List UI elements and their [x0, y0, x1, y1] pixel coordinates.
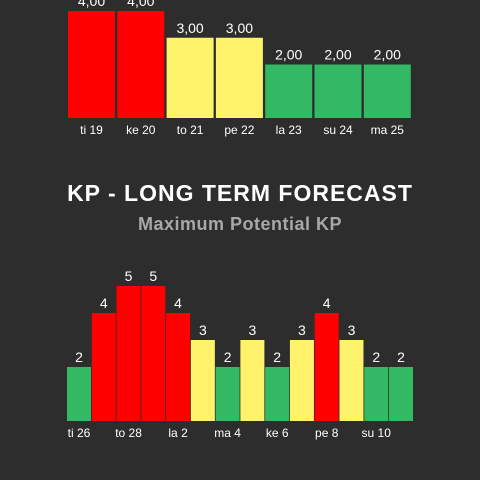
- tick-label-pe-22: pe 22: [224, 123, 254, 137]
- tick-label-ma-25: ma 25: [371, 123, 405, 137]
- value-label-ma-11: 2: [397, 349, 405, 365]
- value-label-to-21: 3,00: [176, 20, 203, 36]
- bar-pe-22: [215, 37, 263, 118]
- value-label-la-2: 4: [174, 295, 182, 311]
- tick-label-to-21: to 21: [177, 123, 204, 137]
- tick-label-ke-6: ke 6: [266, 426, 289, 440]
- tick-label-ti-26: ti 26: [68, 426, 91, 440]
- value-label-ti-5: 3: [248, 322, 256, 338]
- bar-to-7: [289, 340, 314, 421]
- value-label-pe-8: 4: [323, 295, 331, 311]
- bar-ma-11: [389, 367, 414, 421]
- value-label-ti-26: 2: [75, 349, 83, 365]
- tick-label-ke-20: ke 20: [126, 123, 156, 137]
- value-label-ma-25: 2,00: [374, 47, 401, 63]
- bar-pe-8: [314, 313, 339, 421]
- bar-pe-29: [141, 286, 166, 421]
- value-label-ti-19: 4,00: [78, 0, 105, 9]
- bar-to-28: [116, 286, 141, 421]
- bar-ti-19: [68, 11, 115, 118]
- value-label-ke-20: 4,00: [127, 0, 154, 9]
- bar-su-24: [314, 64, 362, 118]
- bar-la-2: [166, 313, 191, 421]
- long-term-forecast-subtitle: Maximum Potential KP: [137, 214, 343, 234]
- value-label-su-10: 2: [372, 349, 380, 365]
- tick-label-su-24: su 24: [323, 123, 353, 137]
- value-label-su-24: 2,00: [324, 47, 351, 63]
- tick-label-su-10: su 10: [362, 426, 392, 440]
- bar-ma-4: [215, 367, 240, 421]
- tick-label-la-23: la 23: [276, 123, 302, 137]
- value-label-ma-4: 2: [224, 349, 232, 365]
- bar-la-23: [265, 64, 313, 118]
- bar-ke-6: [265, 367, 290, 421]
- value-label-ke-27: 4: [100, 295, 108, 311]
- tick-label-ma-4: ma 4: [214, 426, 241, 440]
- value-label-la-23: 2,00: [275, 47, 302, 63]
- bar-su-10: [364, 367, 389, 421]
- bar-la-9: [339, 340, 364, 421]
- tick-label-to-28: to 28: [115, 426, 142, 440]
- tick-label-ti-19: ti 19: [80, 123, 103, 137]
- tick-label-la-2: la 2: [168, 426, 188, 440]
- bar-ti-5: [240, 340, 265, 421]
- bar-ke-20: [117, 11, 165, 118]
- long-term-forecast-title: KP - LONG TERM FORECAST: [67, 180, 413, 206]
- value-label-su-3: 3: [199, 322, 207, 338]
- bar-ti-26: [67, 367, 91, 421]
- bar-su-3: [190, 340, 215, 421]
- value-label-pe-29: 5: [149, 268, 157, 284]
- bar-ma-25: [363, 64, 411, 118]
- bar-to-21: [166, 37, 214, 118]
- value-label-to-7: 3: [298, 322, 306, 338]
- value-label-to-28: 5: [125, 268, 133, 284]
- short-term-bar-chart: 4,00 ti 19 4,00 ke 20 3,00 to 21 3,00 pe 22 2,00…: [68, 0, 411, 137]
- bar-ke-27: [91, 313, 116, 421]
- value-label-ke-6: 2: [273, 349, 281, 365]
- tick-label-pe-8: pe 8: [315, 426, 339, 440]
- value-label-pe-22: 3,00: [226, 20, 253, 36]
- value-label-la-9: 3: [348, 322, 356, 338]
